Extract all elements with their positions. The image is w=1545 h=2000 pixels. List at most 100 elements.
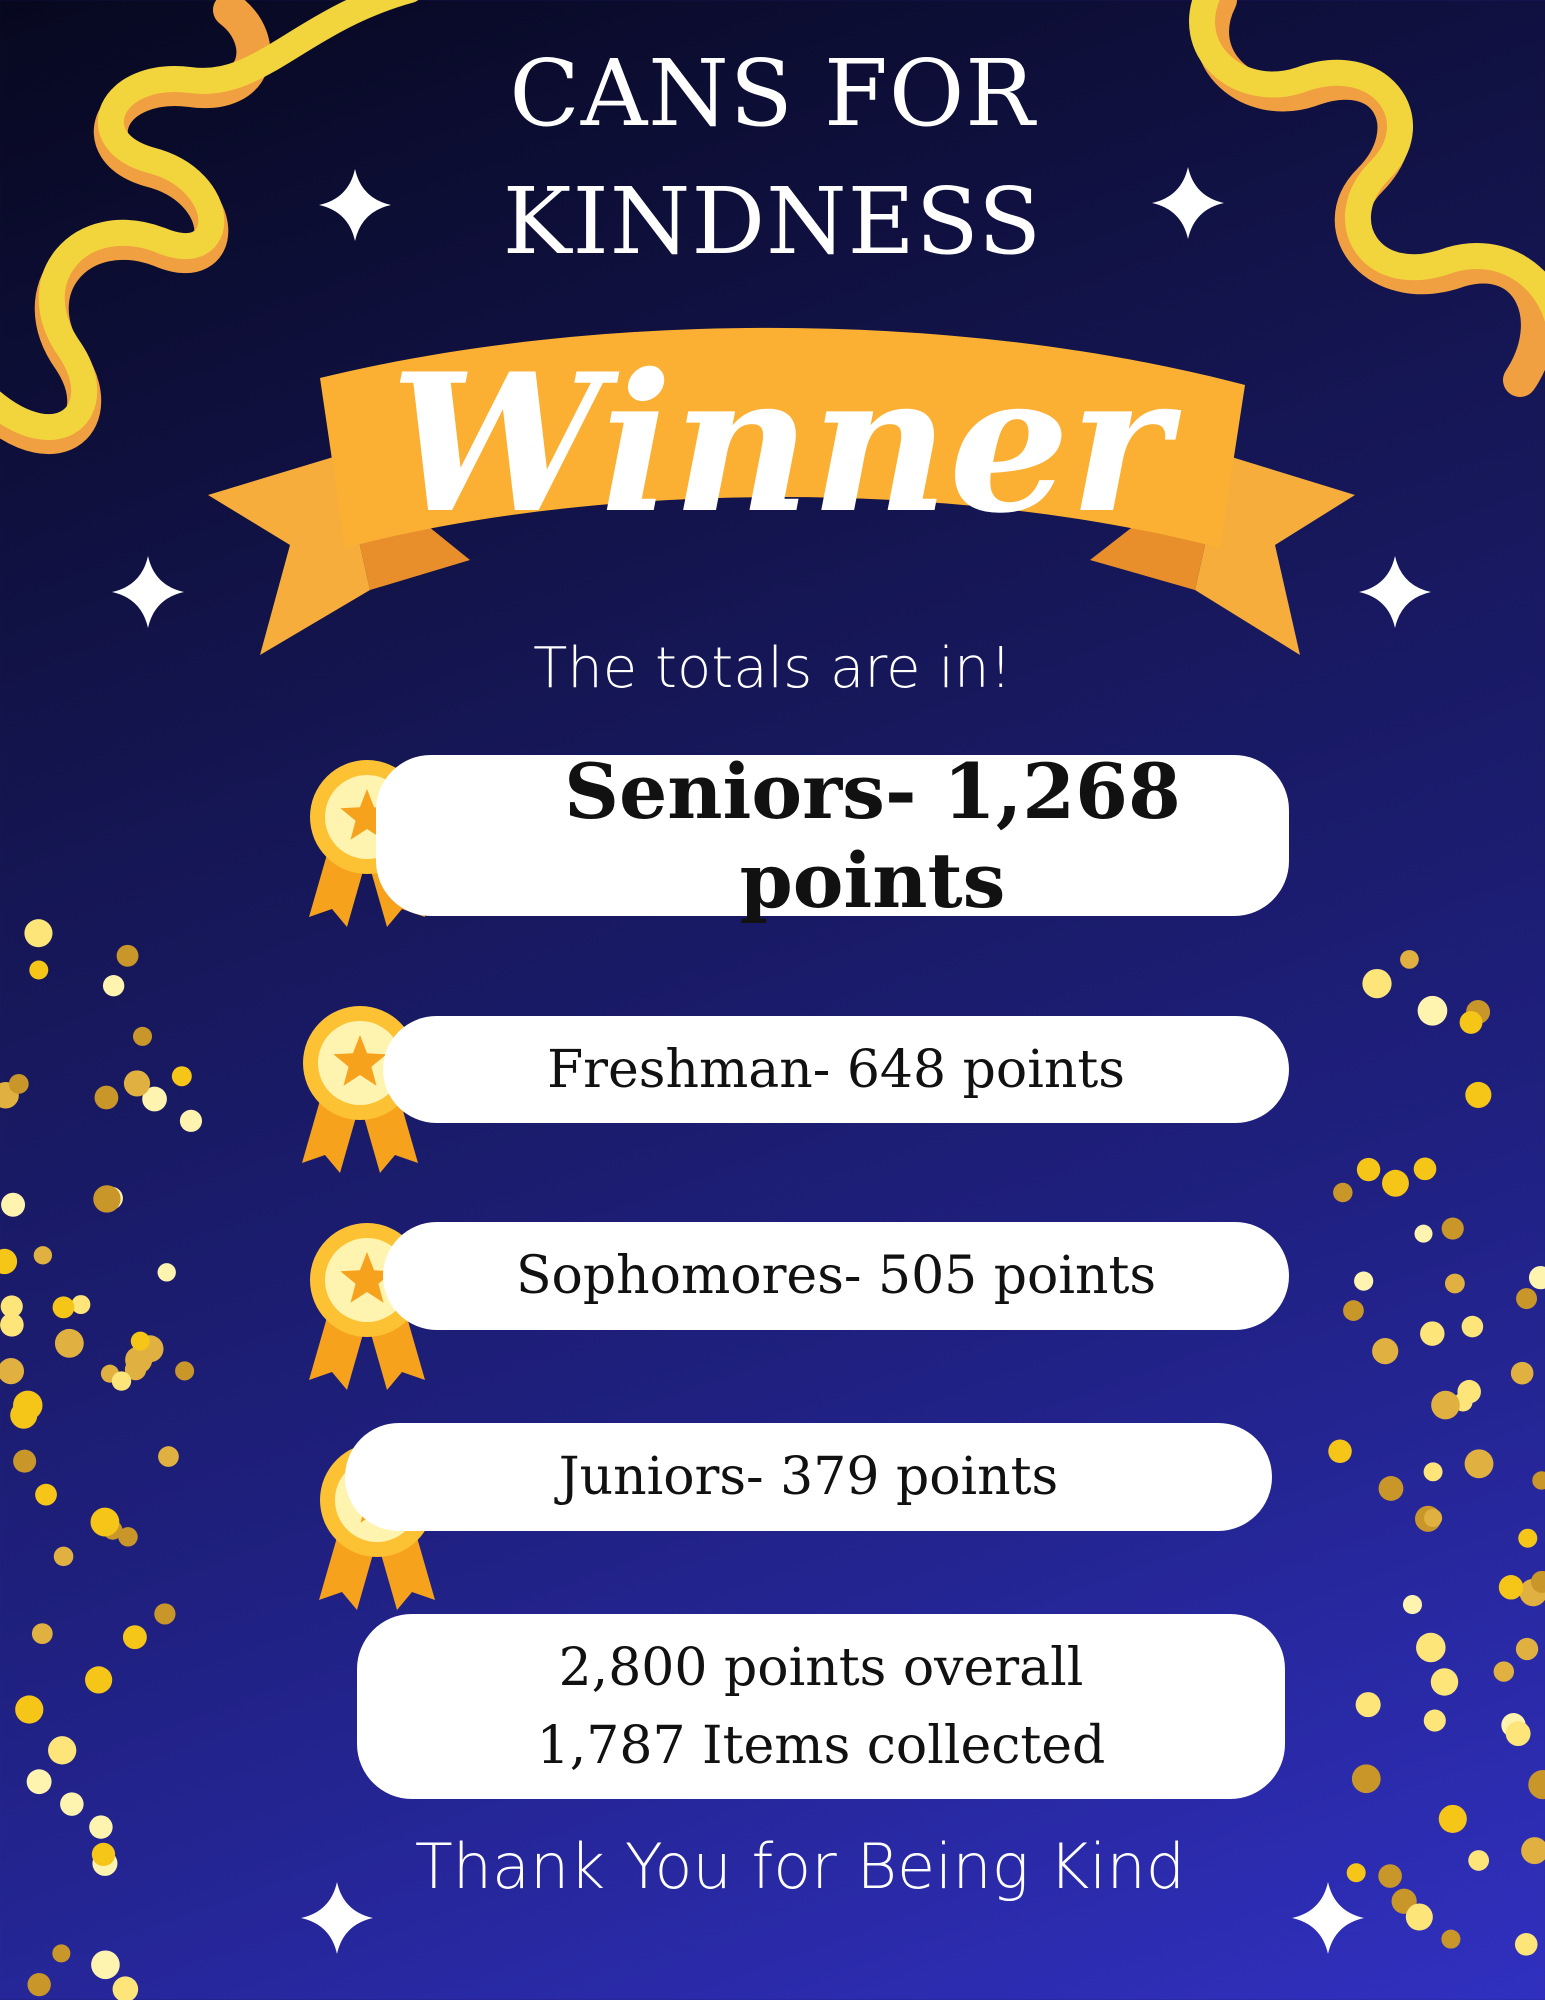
confetti-dot bbox=[71, 1295, 91, 1315]
confetti-dot bbox=[1528, 1770, 1545, 1800]
confetti-dot bbox=[1438, 1804, 1467, 1833]
confetti-dot bbox=[53, 1546, 74, 1567]
result-label: Sophomores- 505 points bbox=[515, 1246, 1157, 1306]
result-freshman: Freshman- 648 points bbox=[383, 1016, 1289, 1123]
confetti-dot bbox=[1362, 968, 1392, 999]
confetti-dot bbox=[85, 1666, 113, 1694]
confetti-dot bbox=[1532, 1471, 1545, 1490]
confetti-dot bbox=[48, 1736, 77, 1765]
confetti-dot bbox=[175, 1361, 195, 1381]
winner-banner-text: Winner bbox=[390, 332, 1181, 555]
confetti-dot bbox=[122, 1625, 147, 1650]
confetti-dot bbox=[1516, 1288, 1538, 1310]
confetti-dot bbox=[89, 1815, 113, 1839]
confetti-dot bbox=[1431, 1390, 1460, 1420]
confetti-dot bbox=[8, 1074, 29, 1094]
confetti-dot bbox=[93, 1185, 121, 1213]
confetti-dot bbox=[1343, 1300, 1364, 1321]
confetti-dot bbox=[1378, 1476, 1404, 1501]
confetti-dot bbox=[52, 1944, 71, 1963]
confetti-dot bbox=[91, 1842, 116, 1867]
sparkle-icon bbox=[1292, 1882, 1364, 1954]
confetti-dot bbox=[29, 960, 49, 980]
confetti-dot bbox=[116, 944, 139, 967]
result-label: Seniors- 1,268 points bbox=[564, 746, 1181, 925]
page-title: CANS FOR KINDNESS bbox=[0, 30, 1545, 286]
confetti-dot bbox=[1417, 995, 1448, 1026]
confetti-dot bbox=[1420, 1321, 1445, 1346]
confetti-dot bbox=[1457, 1379, 1481, 1404]
confetti-dot bbox=[27, 1972, 51, 1997]
confetti-dot bbox=[0, 1295, 23, 1318]
confetti-dot bbox=[154, 1603, 176, 1625]
confetti-dot bbox=[111, 1371, 132, 1391]
confetti-dot bbox=[1423, 1709, 1446, 1732]
confetti-dot bbox=[1372, 1337, 1399, 1365]
confetti-dot bbox=[10, 1401, 38, 1429]
confetti-dot bbox=[1521, 1837, 1545, 1865]
sparkle-icon bbox=[319, 169, 391, 241]
confetti-dot bbox=[1381, 1169, 1409, 1197]
confetti-dot bbox=[1, 1192, 26, 1217]
confetti-dot bbox=[158, 1446, 179, 1467]
confetti-dot bbox=[157, 1263, 176, 1282]
sparkle-icon bbox=[112, 556, 184, 628]
result-sophomores: Sophomores- 505 points bbox=[383, 1222, 1289, 1330]
confetti-dot bbox=[102, 975, 125, 997]
confetti-dot bbox=[1461, 1315, 1484, 1338]
streamer-top-left bbox=[0, 0, 419, 455]
confetti-dot bbox=[1416, 1632, 1446, 1663]
confetti-dot bbox=[1355, 1692, 1381, 1718]
confetti-dot bbox=[1402, 1595, 1423, 1615]
confetti-dot bbox=[1333, 1182, 1353, 1203]
confetti-dot bbox=[1430, 1668, 1459, 1696]
confetti-dot bbox=[1423, 1508, 1443, 1528]
confetti-dot bbox=[1514, 1933, 1538, 1956]
confetti-dot bbox=[142, 1086, 167, 1112]
confetti-dot bbox=[130, 1331, 150, 1351]
confetti-dot bbox=[1328, 1439, 1352, 1464]
confetti-dot bbox=[1498, 1575, 1524, 1600]
confetti-dot bbox=[1464, 1449, 1494, 1479]
confetti-dot bbox=[13, 1449, 37, 1473]
confetti-dot bbox=[52, 1296, 75, 1319]
summary-points: 2,800 points overall bbox=[558, 1637, 1084, 1698]
confetti-dot bbox=[1505, 1721, 1531, 1747]
streamer-top-right bbox=[1189, 0, 1545, 397]
confetti-dot bbox=[1465, 1081, 1492, 1108]
confetti-dot bbox=[15, 1695, 44, 1724]
confetti-dot bbox=[91, 1950, 120, 1980]
confetti-dot bbox=[1441, 1929, 1461, 1949]
confetti-dot bbox=[1414, 1224, 1433, 1243]
subtitle: The totals are in! bbox=[533, 636, 1012, 701]
confetti-dot bbox=[1378, 1864, 1402, 1888]
confetti-dot bbox=[1423, 1462, 1443, 1482]
confetti-dot bbox=[112, 1976, 139, 2000]
confetti-dot bbox=[1530, 1570, 1545, 1593]
confetti-dot bbox=[0, 1358, 25, 1385]
confetti-dot bbox=[1528, 1266, 1545, 1290]
confetti-dot bbox=[1356, 1157, 1381, 1182]
sparkle-icon bbox=[301, 1882, 373, 1954]
winner-ribbon bbox=[208, 327, 1355, 655]
confetti-dot bbox=[1468, 1850, 1490, 1871]
confetti-dot bbox=[1444, 1273, 1465, 1294]
confetti-dot bbox=[60, 1792, 84, 1816]
confetti-dot bbox=[132, 1026, 153, 1046]
result-seniors: Seniors- 1,268 points bbox=[376, 747, 1289, 925]
confetti-dot bbox=[26, 1769, 52, 1795]
sparkle-icon bbox=[1359, 556, 1431, 628]
confetti-dot bbox=[1518, 1528, 1538, 1548]
result-juniors: Juniors- 379 points bbox=[345, 1423, 1272, 1531]
title-line-1: CANS FOR bbox=[509, 40, 1036, 147]
confetti-dot bbox=[24, 919, 53, 948]
confetti-dot bbox=[1354, 1271, 1374, 1291]
result-label: Juniors- 379 points bbox=[558, 1447, 1059, 1507]
confetti-dot bbox=[118, 1527, 138, 1547]
confetti-dot bbox=[1351, 1764, 1381, 1794]
confetti-dot bbox=[1459, 1010, 1483, 1034]
confetti-dot bbox=[54, 1328, 84, 1358]
confetti-dot bbox=[33, 1246, 53, 1265]
title-line-2: KINDNESS bbox=[502, 168, 1043, 275]
confetti-dot bbox=[1515, 1637, 1539, 1661]
